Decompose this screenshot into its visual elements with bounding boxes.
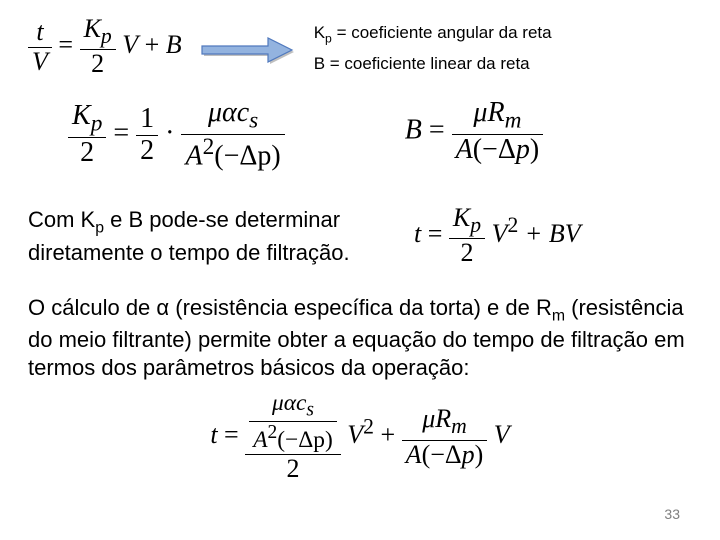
formula-row: Kp 2 = 1 2 · μαcs A2(−Δp) B = μRm A(−Δp) xyxy=(68,98,692,172)
top-row: t V = Kp 2 V + B Kp = coeficiente angula… xyxy=(28,14,692,80)
arrow-icon xyxy=(200,24,296,71)
para-kp-b: Com Kp e B pode-se determinar diretament… xyxy=(28,206,388,266)
eq-tv: t V = Kp 2 V + B xyxy=(28,15,182,79)
eq-kp2: Kp 2 = 1 2 · μαcs A2(−Δp) xyxy=(68,98,285,172)
para-alpha-rm: O cálculo de α (resistência específica d… xyxy=(28,294,692,381)
eq-t: t = Kp 2 V2 + BV xyxy=(414,204,581,268)
eq-b: B = μRm A(−Δp) xyxy=(405,98,543,172)
eq-final: t = μαcs A2(−Δp) 2 V2 + μRm A(−Δp) V xyxy=(28,391,692,483)
para-kp-b-row: Com Kp e B pode-se determinar diretament… xyxy=(28,204,692,268)
def-kp: Kp = coeficiente angular da reta xyxy=(314,18,552,49)
def-b: B = coeficiente linear da reta xyxy=(314,49,552,80)
coef-definitions: Kp = coeficiente angular da reta B = coe… xyxy=(314,14,552,80)
page-number: 33 xyxy=(664,506,680,522)
